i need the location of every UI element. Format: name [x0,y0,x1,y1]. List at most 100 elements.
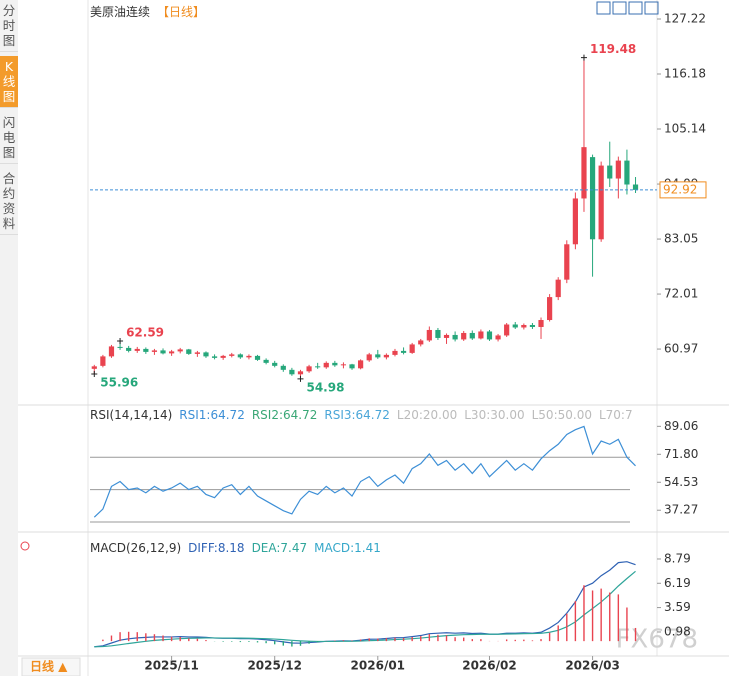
candle-body [108,346,115,357]
y-tick-label: 89.06 [664,419,698,433]
y-tick-label: 127.22 [664,12,706,26]
candle-body [538,320,544,327]
y-tick-label: 105.14 [664,122,706,136]
header-item: RSI(14,14,14) [90,408,172,422]
tool-icon[interactable] [644,1,659,15]
header-item: RSI3:64.72 [324,408,390,422]
y-tick-label: 37.27 [664,503,698,517]
candle-body [272,362,278,366]
candle-body [254,355,261,360]
header-item: L50:50.00 [532,408,592,422]
candle-body [306,366,312,372]
y-tick-label: 54.53 [664,475,698,489]
watermark: FX678 [616,625,698,655]
y-tick-label: 116.18 [664,67,706,81]
y-tick-label: 83.05 [664,232,698,246]
candle-body [589,157,596,240]
x-tick-label: 2026/03 [565,659,619,673]
candle-body [358,360,364,369]
toolbar[interactable] [596,1,659,15]
extreme-marker [117,337,124,344]
panel-header: 美原油连续 【日线】 [90,4,205,19]
header-item: RSI2:64.72 [252,408,318,422]
y-tick-label: 8.79 [664,551,691,565]
candle-body [409,344,415,353]
candle-body [615,160,621,179]
header-item: RSI1:64.72 [179,408,245,422]
candle-body [177,349,183,352]
candle-body [486,331,493,340]
period-button[interactable]: 日线 ▲ [30,659,68,674]
candle-body [289,369,295,375]
sidebar: 分时图 K线图闪电图合约资料 [0,0,18,676]
candle-body [203,352,209,357]
candle-body [160,350,166,354]
extreme-label: 55.96 [100,376,138,390]
series-line [94,570,636,648]
candle-body [547,297,553,321]
series-line [93,425,636,518]
candle-body [263,359,269,363]
extreme-marker [91,371,98,378]
header-item: DEA:7.47 [252,541,308,555]
y-tick-label: 3.59 [664,600,691,614]
candle-body [315,366,321,368]
candle-body [564,244,570,280]
candle-body [607,165,613,179]
candle-body [555,279,561,298]
candle-body [194,352,200,354]
header-item: DIFF:8.18 [188,541,244,555]
extreme-label: 54.98 [306,380,344,394]
candle-body [632,184,639,190]
candle-body [529,324,536,327]
y-tick-label: 71.80 [664,447,698,461]
sidebar-tab[interactable]: K线图 [0,56,18,108]
header-item: 【日线】 [157,5,205,19]
candle-body [151,350,158,352]
x-tick-label: 2025/12 [247,659,301,673]
candle-body [418,340,424,345]
candle-body [169,351,175,354]
candle-body [186,349,192,354]
header-item: 美原油连续 [90,4,150,19]
panel-header: MACD(26,12,9) DIFF:8.18 DEA:7.47 MACD:1.41 [90,541,381,555]
extreme-marker [580,54,587,61]
x-tick-label: 2026/02 [462,659,516,673]
candle-body [100,356,106,366]
sidebar-tab[interactable]: 闪电图 [0,112,18,164]
extreme-label: 62.59 [126,325,164,339]
sidebar-tab[interactable]: 合约资料 [0,168,18,235]
extreme-label: 119.48 [590,42,636,56]
sidebar-tab[interactable]: 分时图 [0,0,18,52]
extreme-marker [297,375,304,382]
header-item: L20:20.00 [397,408,457,422]
tool-icon[interactable] [628,1,643,15]
y-tick-label: 72.01 [664,287,698,301]
candle-body [246,355,252,358]
tool-icon[interactable] [596,1,611,15]
y-tick-label: 6.19 [664,576,691,590]
candle-body [323,362,329,368]
candle-body [495,335,501,340]
candle-body [452,334,458,340]
header-item: L70:7 [599,408,633,422]
candle-body [400,350,407,353]
x-tick-label: 2025/11 [144,659,198,673]
candle-body [143,348,149,352]
panel-header: RSI(14,14,14) RSI1:64.72 RSI2:64.72 RSI3:64… [90,408,633,422]
period-box[interactable] [21,657,81,676]
last-price-box [659,181,707,199]
candle-body [297,371,304,375]
candle-body [126,347,132,351]
candle-body [349,364,355,369]
candle-body [340,364,347,366]
settings-icon[interactable] [20,541,30,551]
candle-body [572,198,578,245]
candle-body [598,165,604,240]
candle-body [521,324,527,328]
candle-body [435,329,441,338]
tool-icon[interactable] [612,1,627,15]
header-item: MACD(26,12,9) [90,541,181,555]
candle-body [443,334,450,338]
header-item: MACD:1.41 [314,541,381,555]
